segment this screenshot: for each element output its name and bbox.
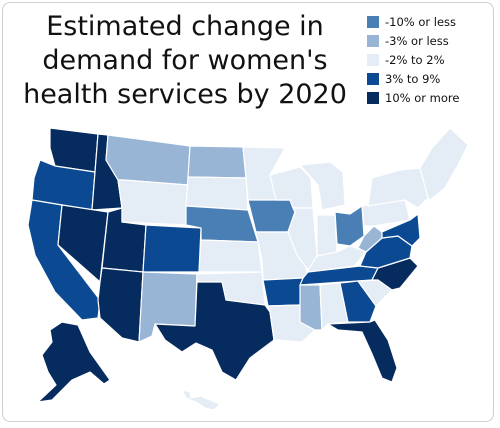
title-line-2: demand for women's xyxy=(42,45,328,76)
legend-item: 10% or more xyxy=(367,88,492,107)
legend-label: -10% or less xyxy=(385,14,457,29)
legend-item: -2% to 2% xyxy=(367,50,492,69)
region-new-york xyxy=(367,167,429,209)
region-alaska xyxy=(37,321,111,403)
title-line-1: Estimated change in xyxy=(46,11,324,42)
legend-swatch xyxy=(367,34,379,47)
region-wyoming xyxy=(117,179,189,226)
legend-swatch xyxy=(367,72,379,85)
legend-swatch xyxy=(367,91,379,104)
region-kansas xyxy=(198,239,263,273)
legend-label: 3% to 9% xyxy=(385,71,441,86)
legend-label: -2% to 2% xyxy=(385,52,445,67)
region-mississippi xyxy=(299,284,323,331)
region-indiana xyxy=(316,214,338,257)
legend-swatch xyxy=(367,15,379,28)
region-new-england xyxy=(419,127,469,201)
region-texas xyxy=(154,281,275,381)
legend-item: -10% or less xyxy=(367,12,492,31)
legend-item: 3% to 9% xyxy=(367,69,492,88)
region-colorado xyxy=(142,224,202,273)
region-arkansas xyxy=(262,277,304,307)
region-montana xyxy=(105,134,191,186)
map-legend: -10% or less -3% or less -2% to 2% 3% to… xyxy=(367,12,492,107)
legend-label: 10% or more xyxy=(385,90,460,105)
title-line-3: health services by 2020 xyxy=(23,79,347,110)
legend-item: -3% or less xyxy=(367,31,492,50)
region-florida xyxy=(327,319,398,383)
region-south-dakota xyxy=(185,176,249,211)
map-title: Estimated change in demand for women's h… xyxy=(10,10,360,112)
region-washington xyxy=(49,127,99,173)
region-north-dakota xyxy=(187,145,247,179)
region-maryland-delaware xyxy=(381,213,421,247)
legend-label: -3% or less xyxy=(385,33,449,48)
region-arizona xyxy=(97,267,144,343)
region-iowa xyxy=(247,199,296,233)
region-ohio xyxy=(334,205,365,247)
legend-swatch xyxy=(367,53,379,66)
region-illinois xyxy=(287,207,318,271)
region-hawaii xyxy=(181,389,221,411)
region-georgia xyxy=(339,280,377,323)
region-michigan xyxy=(299,161,346,211)
